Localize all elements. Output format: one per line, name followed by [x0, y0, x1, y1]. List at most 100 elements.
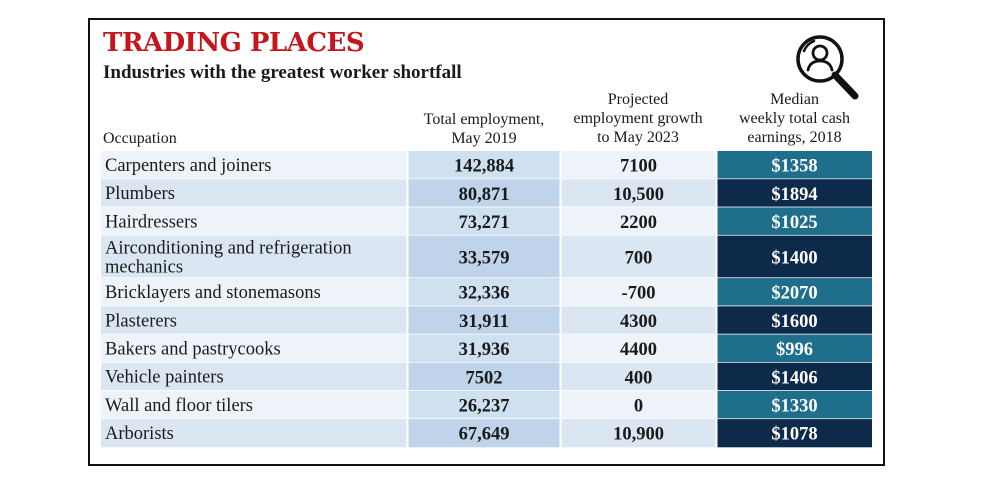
occupation-label-line: Plasterers	[105, 311, 177, 331]
earnings-value: $1894	[771, 185, 817, 205]
earnings-cell	[717, 306, 872, 335]
earnings-value: $1600	[771, 312, 817, 332]
occupation-label-line: Airconditioning and refrigeration	[105, 239, 352, 259]
growth-value: 0	[634, 397, 643, 417]
earnings-cell	[717, 278, 872, 307]
occupation-label-line: Plumbers	[105, 184, 175, 204]
growth-value: 10,500	[613, 185, 664, 205]
employment-value: 73,271	[459, 213, 510, 233]
growth-cell	[561, 278, 716, 307]
growth-cell	[561, 151, 716, 180]
occupation-cell	[101, 207, 407, 236]
earnings-value: $1406	[771, 368, 817, 388]
earnings-cell	[717, 334, 872, 363]
growth-cell	[561, 306, 716, 335]
growth-cell	[561, 207, 716, 236]
employment-value: 31,911	[459, 312, 509, 332]
earnings-cell	[717, 151, 872, 180]
employment-value: 26,237	[459, 397, 510, 417]
growth-value: 4300	[620, 312, 657, 332]
header-occupation-line-1: Occupation	[103, 130, 177, 147]
header-growth-line-1: Projected	[607, 91, 669, 108]
earnings-value: $1078	[771, 425, 817, 445]
employment-cell	[408, 306, 560, 335]
table-row: Bakers and pastrycooks 31,936 4400 $996	[101, 334, 872, 363]
header-growth: Projected employment growth to May 2023	[561, 90, 715, 147]
growth-value: 4400	[620, 340, 657, 360]
infographic-frame: TRADING PLACES Industries with the great…	[88, 18, 885, 466]
employment-value: 33,579	[459, 248, 510, 268]
occupation-cell	[101, 179, 407, 208]
header-earnings-line-3: earnings, 2018	[747, 129, 842, 146]
header-growth-line-3: to May 2023	[597, 129, 679, 146]
employment-cell	[408, 235, 560, 279]
employment-cell	[408, 334, 560, 363]
employment-cell	[408, 390, 560, 420]
header-employment-line-2: May 2019	[451, 130, 517, 147]
earnings-value: $1330	[771, 397, 817, 417]
occupation-label-line: Carpenters and joiners	[105, 156, 271, 176]
growth-value: -700	[622, 284, 656, 304]
table-row: Wall and floor tilers 26,237 0 $1330	[101, 390, 872, 420]
occupation-cell	[101, 235, 407, 279]
chart-title: TRADING PLACES	[103, 28, 365, 58]
table-row: Plumbers 80,871 10,500 $1894	[101, 179, 872, 208]
employment-value: 80,871	[459, 185, 510, 205]
header-earnings-line-2: weekly total cash	[738, 110, 851, 127]
occupation-cell	[101, 334, 407, 363]
occupation-label: Wall and floor tilers	[105, 396, 253, 416]
growth-cell	[561, 334, 716, 363]
growth-cell	[561, 390, 716, 420]
employment-cell	[408, 362, 560, 391]
occupation-label: Plasterers	[105, 311, 177, 331]
employment-cell	[408, 419, 560, 448]
employment-cell	[408, 151, 560, 180]
earnings-value: $2070	[771, 284, 817, 304]
header-employment-line-1: Total employment,	[423, 111, 545, 128]
search-person-icon	[796, 35, 859, 100]
occupation-label-line: Hairdressers	[105, 212, 197, 232]
employment-value: 32,336	[459, 284, 510, 304]
occupation-cell	[101, 151, 407, 180]
earnings-cell	[717, 390, 872, 420]
header-employment: Total employment, May 2019	[408, 110, 560, 148]
header-growth-line-2: employment growth	[573, 110, 703, 127]
occupation-cell	[101, 278, 407, 307]
earnings-cell	[717, 419, 872, 448]
chart-subtitle: Industries with the greatest worker shor…	[103, 62, 462, 83]
occupation-cell	[101, 306, 407, 335]
employment-cell	[408, 179, 560, 208]
growth-value: 400	[625, 368, 653, 388]
table-row: Carpenters and joiners 142,884 7100 $1358	[101, 151, 872, 180]
header-occupation: Occupation	[103, 129, 177, 148]
earnings-cell	[717, 179, 872, 208]
header-earnings: Median weekly total cash earnings, 2018	[717, 90, 872, 147]
occupation-label-line: Wall and floor tilers	[105, 396, 253, 416]
growth-cell	[561, 179, 716, 208]
occupation-label-line: Bricklayers and stonemasons	[105, 283, 321, 303]
occupation-label: Carpenters and joiners	[105, 156, 271, 176]
data-table: Carpenters and joiners 142,884 7100 $1358Pl…	[101, 151, 872, 448]
employment-cell	[408, 207, 560, 236]
occupation-label: Hairdressers	[105, 212, 197, 232]
growth-value: 2200	[620, 213, 657, 233]
table-row: Hairdressers 73,271 2200 $1025	[101, 207, 872, 236]
earnings-value: $1358	[771, 157, 817, 177]
occupation-cell	[101, 390, 407, 420]
header-earnings-line-1: Median	[770, 91, 819, 108]
table-row: Airconditioning and refrigeration mechani…	[101, 235, 872, 279]
earnings-value: $996	[776, 340, 813, 360]
earnings-cell	[717, 207, 872, 236]
occupation-label: Bricklayers and stonemasons	[105, 283, 321, 303]
occupation-label: Bakers and pastrycooks	[105, 340, 281, 360]
growth-cell	[561, 235, 716, 279]
occupation-cell	[101, 419, 407, 448]
earnings-cell	[717, 235, 872, 279]
growth-value: 10,900	[613, 425, 664, 445]
table-row: Plasterers 31,911 4300 $1600	[101, 306, 872, 335]
growth-value: 7100	[620, 157, 657, 177]
employment-value: 7502	[466, 368, 503, 388]
earnings-cell	[717, 362, 872, 391]
employment-value: 31,936	[459, 340, 510, 360]
earnings-value: $1025	[771, 213, 817, 233]
